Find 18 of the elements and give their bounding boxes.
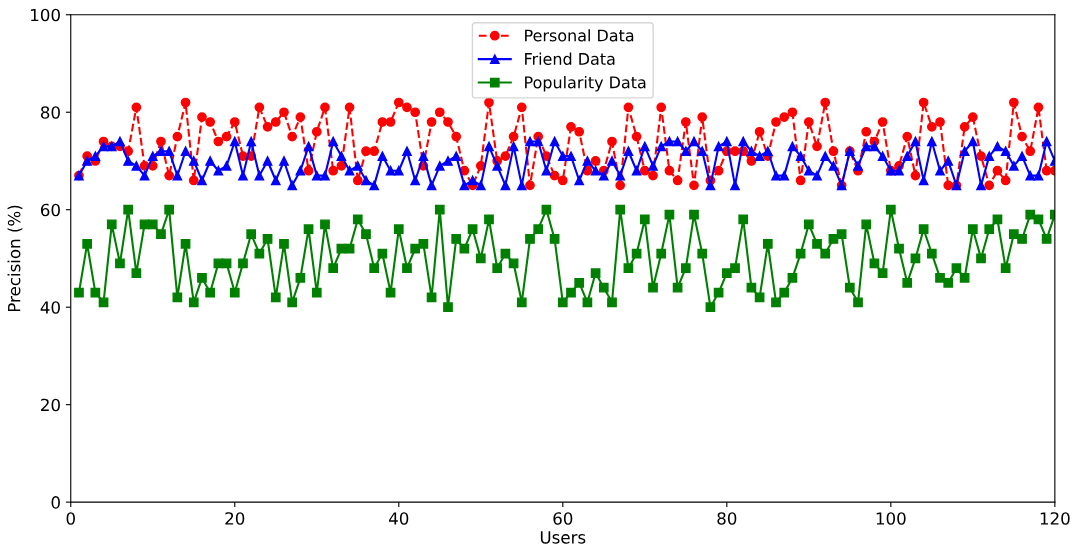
legend-label: Friend Data <box>525 52 615 65</box>
x-tick-label: 80 <box>717 512 737 525</box>
x-tick-label: 0 <box>66 512 75 525</box>
y-tick-label: 40 <box>40 301 60 314</box>
x-tick-label: 60 <box>553 512 573 525</box>
y-tick-label: 100 <box>31 8 60 22</box>
y-tick-label: 60 <box>40 203 60 217</box>
legend-label: Personal Data <box>525 29 634 42</box>
y-tick-label: 0 <box>51 496 60 509</box>
x-tick-label: 20 <box>225 512 245 525</box>
legend-label: Popularity Data <box>525 76 646 92</box>
y-tick-label: 20 <box>41 398 60 412</box>
y-tick-label: 80 <box>40 106 60 119</box>
x-tick-label: 120 <box>1040 512 1070 525</box>
x-axis-title: Users <box>540 531 586 544</box>
x-tick-label: 100 <box>876 512 906 525</box>
y-axis-title: Precision (%) <box>7 205 23 312</box>
x-tick-label: 40 <box>388 512 409 525</box>
